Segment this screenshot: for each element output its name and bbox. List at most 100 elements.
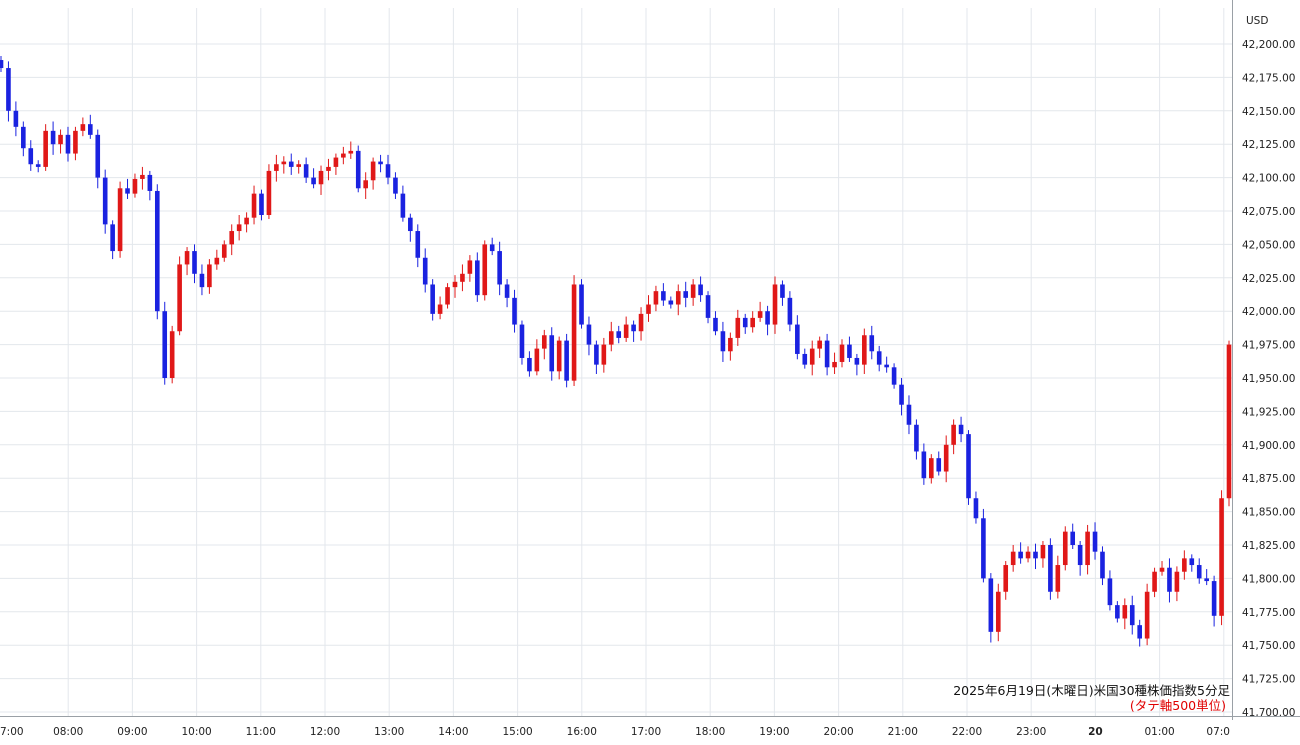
candle-body bbox=[571, 284, 577, 381]
y-tick-label: 41,800.00 bbox=[1242, 573, 1295, 585]
y-tick-label: 42,100.00 bbox=[1242, 173, 1295, 185]
candle-body bbox=[236, 224, 242, 232]
candle-body bbox=[1152, 571, 1157, 592]
y-tick-label: 41,725.00 bbox=[1242, 674, 1295, 686]
candle-body bbox=[661, 291, 666, 301]
candle-body bbox=[966, 434, 971, 499]
candle-body bbox=[244, 217, 249, 225]
candle-body bbox=[1033, 551, 1038, 559]
candle-body bbox=[512, 297, 517, 325]
candle-body bbox=[735, 317, 741, 338]
candle-body bbox=[936, 458, 942, 472]
candle-body bbox=[162, 311, 168, 378]
candle-body bbox=[482, 244, 488, 296]
candle-body bbox=[73, 130, 78, 154]
currency-label: USD bbox=[1246, 15, 1268, 27]
candle-body bbox=[355, 150, 361, 189]
x-tick-label: 20 bbox=[1088, 726, 1103, 738]
candle-body bbox=[869, 335, 875, 352]
candle-body bbox=[1159, 567, 1165, 572]
x-tick-label: 07:0 bbox=[1206, 726, 1230, 738]
candle-body bbox=[43, 130, 48, 167]
y-tick-label: 42,075.00 bbox=[1242, 206, 1295, 218]
candle-body bbox=[973, 498, 979, 519]
candle-body bbox=[988, 578, 994, 632]
candle-body bbox=[608, 331, 614, 345]
candle-body bbox=[809, 348, 815, 365]
candle-body bbox=[1048, 545, 1053, 592]
x-tick-label: 17:00 bbox=[631, 726, 661, 738]
y-tick-label: 41,975.00 bbox=[1242, 340, 1295, 352]
candle-body bbox=[1085, 531, 1090, 566]
candle-body bbox=[713, 317, 718, 332]
candle-body bbox=[102, 177, 108, 225]
candle-body bbox=[1144, 591, 1150, 639]
candle-body bbox=[928, 458, 934, 479]
candle-body bbox=[690, 284, 696, 298]
candle-body bbox=[1077, 545, 1083, 566]
candle-body bbox=[884, 364, 889, 368]
candle-body bbox=[795, 324, 800, 354]
x-tick-label: 11:00 bbox=[246, 726, 276, 738]
candle-body bbox=[229, 231, 235, 245]
candle-body bbox=[1226, 344, 1232, 499]
candle-body bbox=[475, 260, 480, 296]
candle-body bbox=[1182, 558, 1187, 572]
candle-body bbox=[921, 451, 927, 479]
candle-body bbox=[341, 153, 346, 158]
candle-body bbox=[802, 353, 808, 365]
candle-body bbox=[1219, 498, 1224, 616]
candle-body bbox=[995, 591, 1001, 632]
candle-body bbox=[899, 384, 904, 405]
y-tick-label: 41,775.00 bbox=[1242, 607, 1295, 619]
x-tick-label: 7:00 bbox=[0, 726, 24, 738]
candle-body bbox=[147, 174, 153, 191]
x-tick-label: 16:00 bbox=[567, 726, 597, 738]
chart-title: 2025年6月19日(木曜日)米国30種株価指数5分足 bbox=[953, 683, 1230, 698]
candle-body bbox=[296, 164, 302, 167]
candle-body bbox=[95, 134, 101, 178]
x-tick-label: 15:00 bbox=[502, 726, 532, 738]
candle-body bbox=[683, 291, 689, 298]
y-tick-label: 41,925.00 bbox=[1242, 406, 1295, 418]
candle-body bbox=[556, 340, 562, 372]
candle-body bbox=[311, 177, 316, 185]
y-tick-label: 42,050.00 bbox=[1242, 239, 1295, 251]
candle-body bbox=[623, 324, 629, 338]
x-tick-label: 20:00 bbox=[823, 726, 853, 738]
candle-body bbox=[862, 335, 867, 365]
candle-body bbox=[854, 357, 860, 365]
candle-body bbox=[192, 251, 197, 274]
candle-body bbox=[541, 335, 547, 349]
candle-body bbox=[303, 164, 309, 178]
candle-body bbox=[675, 291, 681, 305]
candles bbox=[0, 56, 1232, 647]
candle-body bbox=[363, 180, 368, 189]
candle-body bbox=[780, 284, 785, 298]
candle-body bbox=[594, 344, 599, 365]
candle-body bbox=[207, 264, 212, 288]
candle-body bbox=[460, 273, 465, 282]
candle-body bbox=[579, 284, 584, 325]
candle-body bbox=[824, 340, 830, 368]
candle-body bbox=[6, 68, 11, 111]
candle-body bbox=[445, 287, 450, 305]
candle-body bbox=[1003, 565, 1009, 592]
candle-body bbox=[891, 367, 897, 385]
candle-body bbox=[266, 170, 272, 216]
x-tick-label: 10:00 bbox=[181, 726, 211, 738]
candle-body bbox=[646, 304, 651, 314]
candle-body bbox=[177, 264, 182, 332]
candle-body bbox=[1107, 578, 1113, 606]
candle-body bbox=[132, 178, 138, 194]
candle-body bbox=[1055, 565, 1061, 592]
candle-body bbox=[393, 177, 398, 194]
candle-body bbox=[832, 361, 837, 368]
candle-body bbox=[169, 331, 175, 378]
candle-body bbox=[981, 518, 986, 579]
candle-body bbox=[259, 193, 264, 216]
candle-body bbox=[787, 297, 793, 325]
candle-body bbox=[28, 148, 34, 165]
candle-body bbox=[1196, 565, 1202, 579]
